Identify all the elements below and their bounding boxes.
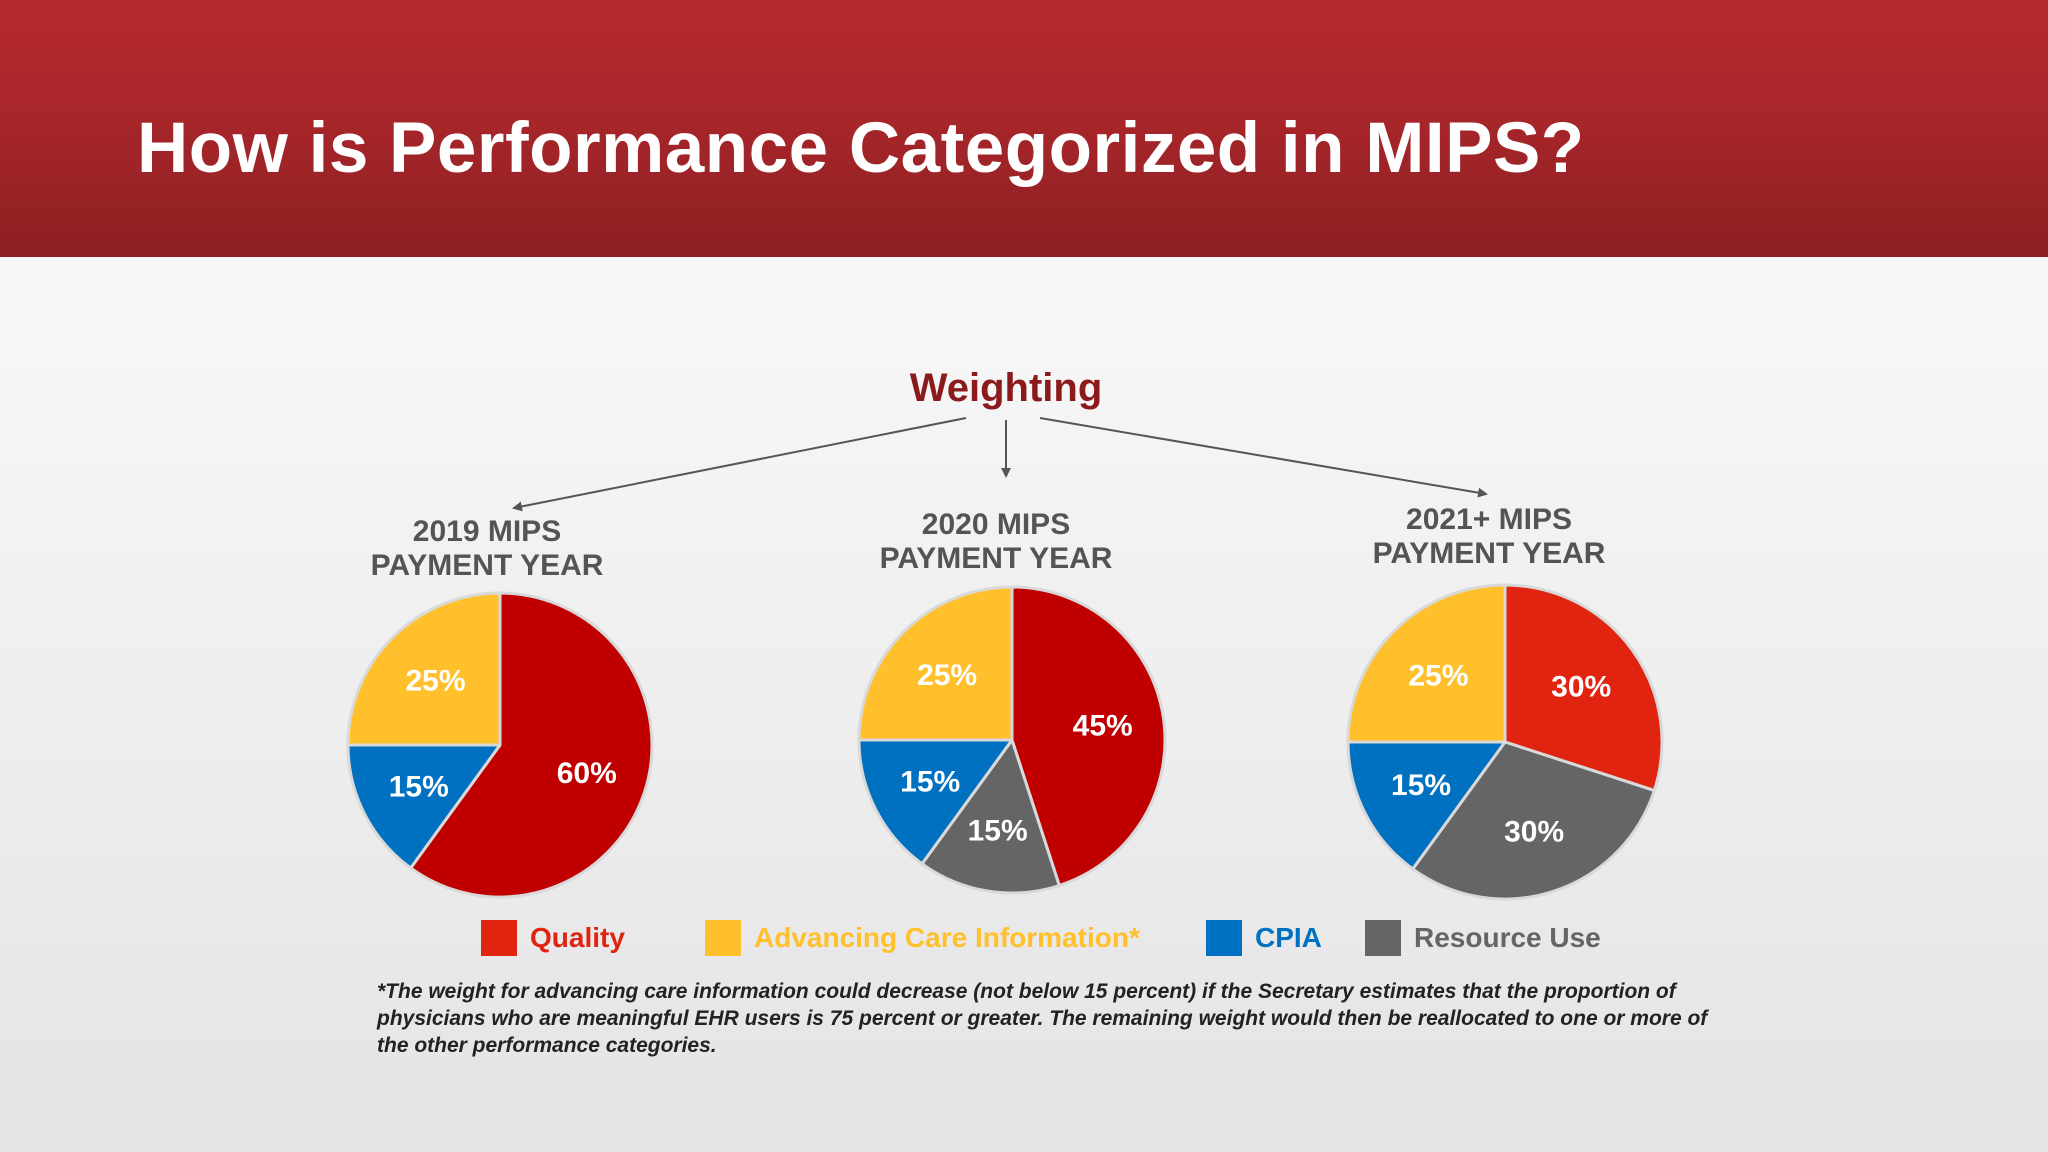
pie-2020-slice-advancing-care-information [857,585,1014,742]
pie-title-2020: 2020 MIPS PAYMENT YEAR [836,508,1156,576]
pie-title-2021: 2021+ MIPS PAYMENT YEAR [1329,503,1649,571]
pie-2021-label-resource-use: 30% [1504,816,1564,849]
pie-2021-label-cpia: 15% [1391,769,1451,802]
pie-title-2021-line2: PAYMENT YEAR [1372,537,1606,570]
legend-aci-swatch [705,920,741,956]
weighting-label: Weighting [909,366,1103,410]
pie-title-2020-line2: PAYMENT YEAR [879,542,1113,575]
legend-aci-label: Advancing Care Information* [754,922,1140,953]
pie-title-2021-line1: 2021+ MIPS [1406,503,1572,536]
legend-cpia-swatch [1206,920,1242,956]
pie-2019: 60% 15% 25% [346,591,654,899]
pie-2020-slice-resource-use [920,738,1061,895]
legend-cpia: CPIA [1206,918,1322,958]
pie-2019-slice-cpia [346,743,502,870]
pie-title-2019: 2019 MIPS PAYMENT YEAR [327,515,647,583]
pie-2020-label-cpia: 15% [900,766,960,799]
pie-2021-slice-advancing-care-information [1346,583,1507,744]
pie-2020: 45% 15%15% 25% [857,585,1167,895]
slide-title: How is Performance Categorized in MIPS? [137,109,1585,188]
title-bar: How is Performance Categorized in MIPS? [0,0,2048,257]
pie-2019-label-quality: 60% [557,757,617,790]
pie-2019-label-advancing-care-information: 25% [405,665,465,698]
legend-resource-use: Resource Use [1365,918,1601,958]
legend-resource-use-swatch [1365,920,1401,956]
pie-2020-slice-quality [1010,585,1167,888]
legend-quality-label: Quality [530,922,625,953]
pie-2021-label-advancing-care-information: 25% [1408,659,1468,692]
pie-2020-label-resource-use: 15% [968,815,1028,848]
pie-2021-label-quality: 30% [1551,671,1611,704]
pie-title-2019-line1: 2019 MIPS [412,515,562,548]
pie-2019-slice-quality [409,591,654,899]
pie-2021-slice-quality [1503,583,1664,793]
legend-quality-swatch [481,920,517,956]
pie-2021: 30% 30% 15% 25% [1346,583,1664,901]
arrow-to-2019 [512,417,967,512]
legend-resource-use-label: Resource Use [1414,922,1601,953]
pie-2021-slice-resource-use [1411,740,1656,901]
pie-2021-slice-cpia [1346,740,1507,871]
pie-charts: 60%15%25%45%15%15%25% 30%30%15%25% [346,583,1664,901]
pie-2019-label-cpia: 15% [389,770,449,803]
pie-2020-label-advancing-care-information: 25% [917,659,977,692]
legend-cpia-label: CPIA [1255,922,1322,953]
pie-2020-slice-cpia [857,738,1014,866]
pie-title-2020-line1: 2020 MIPS [921,508,1071,541]
pie-2019-slice-advancing-care-information [346,591,502,747]
legend-advancing-care-information: Advancing Care Information* [705,918,1140,958]
arrow-to-2021 [1039,417,1488,498]
pie-2020-label-quality: 45% [1073,710,1133,743]
footnote: *The weight for advancing care informati… [377,980,1708,1057]
pie-title-2019-line2: PAYMENT YEAR [370,549,604,582]
legend-quality: Quality [481,918,625,958]
